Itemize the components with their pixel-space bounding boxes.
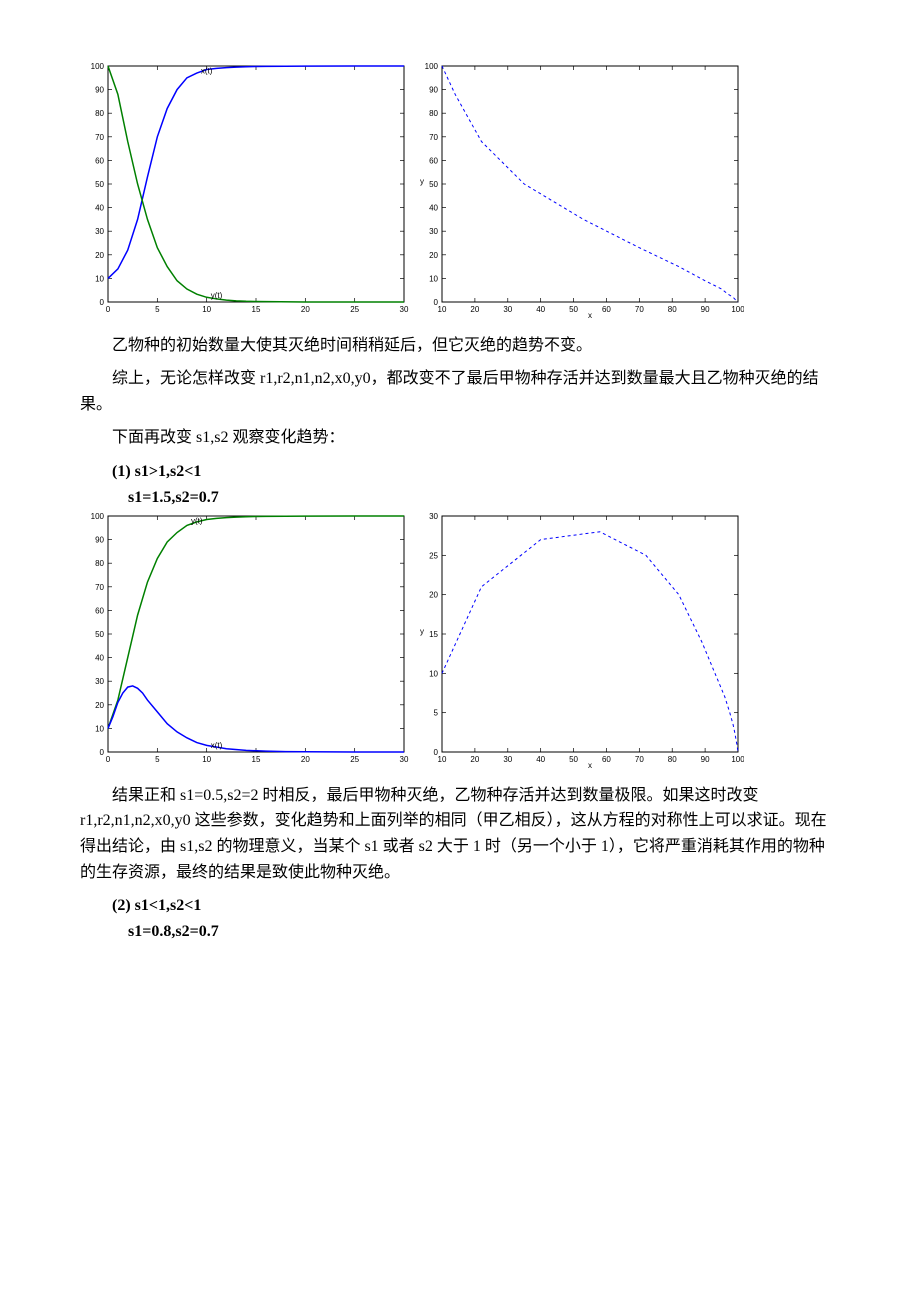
svg-text:70: 70 [429,133,438,142]
svg-text:20: 20 [301,755,310,764]
svg-text:100: 100 [731,755,744,764]
item1-header: (1) s1>1,s2<1 [80,459,840,485]
item1-sub: s1=1.5,s2=0.7 [80,485,840,511]
svg-text:70: 70 [95,133,104,142]
svg-text:0: 0 [434,298,439,307]
svg-text:20: 20 [429,251,438,260]
svg-text:y: y [420,627,424,636]
svg-text:10: 10 [429,274,438,283]
svg-text:20: 20 [95,701,104,710]
chart2-left: 0 5 10 15 20 25 30 0 10 20 30 40 50 60 70 80 90 100 y(t) x(… [80,510,410,779]
svg-text:0: 0 [106,305,111,314]
chart1-left: 0 5 10 15 20 25 30 0 10 20 30 40 50 60 70 80 90 100 x(t) y(… [80,60,410,329]
svg-text:60: 60 [95,156,104,165]
svg-text:80: 80 [668,755,677,764]
paragraph-1: 乙物种的初始数量大使其灭绝时间稍稍延后，但它灭绝的趋势不变。 [80,333,840,359]
svg-text:10: 10 [202,305,211,314]
svg-text:y(t): y(t) [211,291,223,300]
svg-text:30: 30 [429,227,438,236]
svg-text:40: 40 [429,204,438,213]
svg-text:30: 30 [503,755,512,764]
svg-text:100: 100 [91,512,105,521]
svg-text:70: 70 [635,305,644,314]
svg-text:30: 30 [429,512,438,521]
svg-text:30: 30 [400,755,409,764]
svg-text:40: 40 [536,305,545,314]
svg-text:5: 5 [434,709,439,718]
chart-row-2: 0510152025300102030405060708090100y(t)x(… [80,510,840,779]
svg-text:10: 10 [202,755,211,764]
svg-text:50: 50 [569,305,578,314]
svg-text:y(t): y(t) [191,517,203,526]
svg-text:10: 10 [438,305,447,314]
svg-text:80: 80 [668,305,677,314]
paragraph-3: 下面再改变 s1,s2 观察变化趋势： [80,425,840,451]
svg-text:x(t): x(t) [211,741,223,750]
svg-text:10: 10 [95,274,104,283]
svg-text:10: 10 [95,725,104,734]
svg-text:0: 0 [434,748,439,757]
svg-text:50: 50 [569,755,578,764]
svg-text:100: 100 [91,62,105,71]
svg-text:20: 20 [470,305,479,314]
svg-text:40: 40 [536,755,545,764]
svg-text:25: 25 [429,551,438,560]
svg-text:40: 40 [95,654,104,663]
svg-text:50: 50 [429,180,438,189]
svg-text:10: 10 [438,755,447,764]
svg-text:60: 60 [429,156,438,165]
svg-text:25: 25 [350,755,359,764]
chart-row-1: 0510152025300102030405060708090100x(t)y(… [80,60,840,329]
svg-text:60: 60 [95,607,104,616]
svg-text:90: 90 [701,755,710,764]
svg-text:30: 30 [503,305,512,314]
svg-text:70: 70 [95,583,104,592]
svg-text:20: 20 [95,251,104,260]
svg-text:25: 25 [350,305,359,314]
svg-text:80: 80 [429,109,438,118]
svg-text:x: x [588,761,592,770]
svg-text:0: 0 [100,748,105,757]
svg-text:x(t): x(t) [201,67,213,76]
svg-text:0: 0 [100,298,105,307]
chart2-right: 10 20 30 40 50 60 70 80 90 100 0 5 10 15 20 25 30 x y [414,510,744,779]
paragraph-2: 综上，无论怎样改变 r1,r2,n1,n2,x0,y0，都改变不了最后甲物种存活… [80,366,840,417]
svg-text:100: 100 [731,305,744,314]
svg-text:100: 100 [425,62,439,71]
svg-text:80: 80 [95,559,104,568]
svg-text:90: 90 [429,86,438,95]
svg-text:20: 20 [470,755,479,764]
svg-text:50: 50 [95,180,104,189]
svg-text:10: 10 [429,669,438,678]
svg-text:15: 15 [429,630,438,639]
chart1-right: 1020304050607080901000102030405060708090… [414,60,744,329]
svg-text:30: 30 [95,677,104,686]
svg-text:x: x [588,311,592,320]
svg-text:20: 20 [429,591,438,600]
svg-text:30: 30 [95,227,104,236]
svg-text:90: 90 [95,536,104,545]
svg-text:60: 60 [602,305,611,314]
paragraph-4: 结果正和 s1=0.5,s2=2 时相反，最后甲物种灭绝，乙物种存活并达到数量极… [80,783,840,885]
svg-text:90: 90 [95,86,104,95]
svg-text:70: 70 [635,755,644,764]
svg-text:90: 90 [701,305,710,314]
svg-text:5: 5 [155,305,160,314]
svg-text:15: 15 [252,305,261,314]
svg-text:y: y [420,177,424,186]
svg-text:0: 0 [106,755,111,764]
svg-text:5: 5 [155,755,160,764]
svg-text:50: 50 [95,630,104,639]
svg-text:30: 30 [400,305,409,314]
svg-text:20: 20 [301,305,310,314]
svg-text:15: 15 [252,755,261,764]
item2-header: (2) s1<1,s2<1 [80,893,840,919]
item2-sub: s1=0.8,s2=0.7 [80,919,840,945]
svg-text:60: 60 [602,755,611,764]
svg-text:40: 40 [95,204,104,213]
svg-text:80: 80 [95,109,104,118]
